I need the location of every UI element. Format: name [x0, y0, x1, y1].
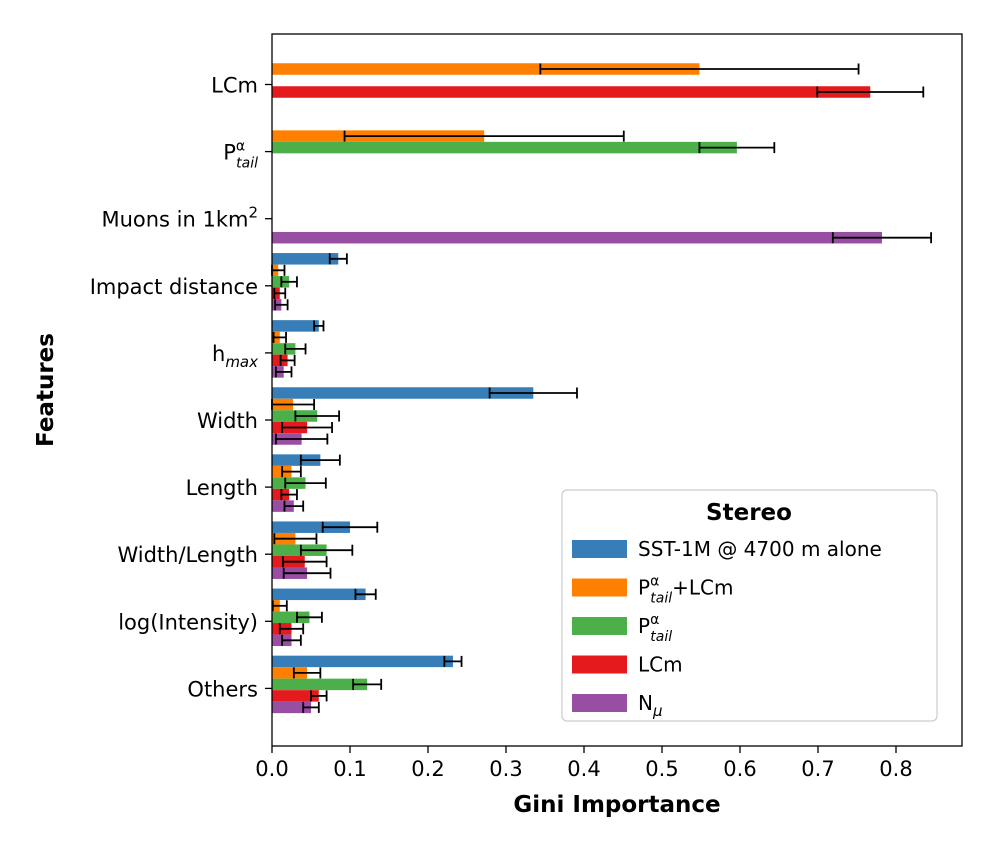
legend-label-sup: α	[650, 574, 659, 590]
x-tick-label: 0.2	[411, 757, 444, 781]
legend-label-suffix: +LCm	[672, 576, 733, 600]
y-tick-label-base: Others	[187, 677, 258, 701]
y-tick-label: Impact distance	[90, 275, 258, 299]
x-tick-label: 0.8	[879, 757, 912, 781]
y-tick-label-base: Muons in 1km	[101, 208, 248, 232]
x-tick-label: 0.1	[333, 757, 366, 781]
legend-label-base: P	[638, 576, 650, 600]
y-axis: LCm Pα tail Muons in 1km2 Impact distance hma…	[90, 74, 272, 701]
error-bars-layer	[271, 63, 932, 713]
x-tick-label: 0.6	[723, 757, 756, 781]
y-tick-label-base: Impact distance	[90, 275, 258, 299]
y-tick-label-sup: 2	[248, 204, 258, 222]
y-tick-label-base: Width/Length	[117, 543, 258, 567]
bar	[272, 86, 871, 98]
legend-label: LCm	[638, 653, 683, 677]
legend-swatch	[572, 617, 627, 635]
y-tick-label: Length	[186, 476, 258, 500]
x-tick-label: 0.5	[645, 757, 678, 781]
y-tick-label-sub: max	[225, 353, 258, 371]
bar	[272, 454, 321, 466]
bar	[272, 387, 534, 399]
legend-label: Pα tail+LCm	[638, 574, 734, 607]
y-tick-label: Width/Length	[117, 543, 258, 567]
bar	[272, 701, 311, 714]
bar	[272, 253, 339, 265]
x-tick-label: 0.0	[255, 757, 288, 781]
y-tick-label-base: P	[223, 141, 236, 165]
bar	[272, 544, 327, 556]
bar	[272, 667, 308, 679]
bar	[272, 343, 296, 355]
legend-label-sup: α	[650, 612, 659, 628]
legend-label: SST-1M @ 4700 m alone	[638, 537, 882, 561]
bar	[272, 588, 366, 601]
bar	[272, 320, 319, 332]
bar	[272, 141, 737, 154]
y-axis-title: Features	[33, 333, 59, 447]
x-tick-label: 0.3	[489, 757, 522, 781]
legend-label-base: LCm	[638, 653, 683, 677]
bar	[272, 655, 453, 668]
legend-swatch	[572, 540, 627, 558]
x-tick-label: 0.4	[567, 757, 600, 781]
legend-label: Pα tail	[638, 612, 672, 645]
y-tick-label-sub: tail	[236, 156, 258, 172]
bar	[272, 690, 319, 702]
legend-label-base: N	[638, 691, 653, 715]
legend-swatch	[572, 694, 627, 712]
legend-box	[561, 489, 938, 722]
y-tick-label-base: LCm	[211, 74, 258, 98]
legend-title: Stereo	[706, 500, 792, 526]
x-tick-label: 0.7	[801, 757, 834, 781]
bar	[272, 231, 882, 244]
y-tick-label: Pα tail	[223, 139, 258, 172]
bar	[272, 678, 368, 691]
x-axis: 0.0 0.1 0.2 0.3 0.4 0.5 0.6 0.7 0.8	[255, 746, 913, 781]
legend-label-sub: μ	[652, 702, 663, 720]
bar	[272, 500, 294, 512]
legend-swatch	[572, 578, 627, 597]
legend-label-base: SST-1M @ 4700 m alone	[638, 537, 882, 561]
y-tick-label: Muons in 1km2	[101, 204, 258, 232]
legend-label-base: P	[638, 614, 650, 638]
y-tick-label: LCm	[211, 74, 258, 98]
y-tick-label-base: h	[212, 342, 225, 366]
legend-label-sub: tail	[650, 591, 672, 607]
legend-label-sub: tail	[650, 629, 672, 645]
legend-swatch	[572, 655, 627, 674]
y-tick-label: hmax	[212, 342, 258, 371]
y-tick-label: log(Intensity)	[118, 610, 258, 634]
y-tick-label-base: log(Intensity)	[118, 610, 258, 634]
y-tick-label-base: Width	[197, 409, 258, 433]
y-tick-label-base: Length	[186, 476, 258, 500]
y-tick-label-sup: α	[236, 139, 245, 155]
x-axis-title: Gini Importance	[513, 792, 720, 818]
y-tick-label: Others	[187, 677, 258, 701]
legend-label: Nμ	[638, 691, 663, 720]
plot-frame	[271, 33, 963, 747]
bar	[272, 63, 700, 75]
bar	[272, 611, 310, 624]
bar	[272, 521, 350, 533]
y-tick-label: Width	[197, 409, 258, 433]
